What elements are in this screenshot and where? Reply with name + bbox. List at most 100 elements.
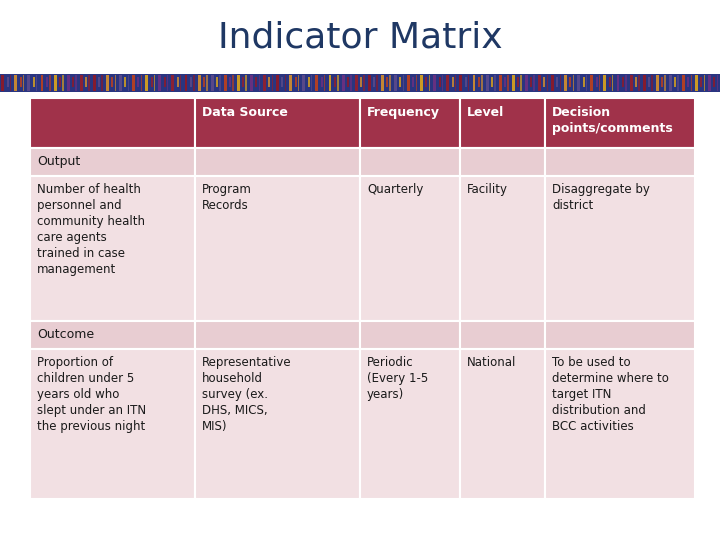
Bar (72, 77, 74, 87)
Bar (125, 77, 127, 87)
Bar (625, 75, 626, 91)
Bar (481, 75, 482, 91)
Bar (648, 77, 650, 87)
Bar (508, 75, 509, 91)
Bar (102, 75, 103, 91)
Bar (198, 75, 201, 91)
Bar (347, 77, 349, 87)
Bar (491, 77, 493, 87)
Bar (360, 98, 460, 148)
Bar (400, 77, 401, 87)
Text: Data Source: Data Source (202, 106, 288, 119)
Bar (0, 74, 720, 92)
Bar (464, 77, 467, 87)
Text: Level: Level (467, 106, 504, 119)
Bar (630, 75, 633, 91)
Bar (582, 77, 585, 87)
Text: Frequency: Frequency (367, 106, 440, 119)
Bar (289, 75, 292, 91)
Bar (703, 75, 705, 91)
Bar (572, 75, 574, 91)
Bar (30, 321, 195, 349)
Bar (612, 75, 613, 91)
Text: Facility: Facility (467, 183, 508, 196)
Bar (36, 75, 37, 91)
Bar (23, 75, 24, 91)
Bar (19, 77, 22, 87)
Bar (49, 75, 50, 91)
Bar (494, 75, 495, 91)
Bar (158, 75, 161, 91)
Bar (30, 98, 195, 148)
Bar (486, 75, 489, 91)
Bar (138, 77, 140, 87)
Bar (250, 75, 253, 91)
Bar (224, 75, 227, 91)
Text: Proportion of
children under 5
years old who
slept under an ITN
the previous nig: Proportion of children under 5 years old… (37, 356, 146, 433)
Bar (85, 77, 87, 87)
Bar (32, 77, 35, 87)
Bar (46, 77, 48, 87)
Bar (59, 77, 61, 87)
Bar (459, 75, 462, 91)
Bar (545, 349, 695, 499)
Bar (163, 77, 166, 87)
Text: National: National (467, 356, 516, 369)
Bar (150, 77, 153, 87)
Bar (570, 77, 572, 87)
Bar (695, 75, 698, 91)
Bar (93, 75, 96, 91)
Bar (652, 75, 653, 91)
Bar (521, 75, 522, 91)
Bar (678, 75, 679, 91)
Bar (415, 75, 417, 91)
Bar (350, 75, 351, 91)
Bar (190, 77, 192, 87)
Bar (364, 75, 365, 91)
Bar (360, 321, 460, 349)
Bar (360, 349, 460, 499)
Bar (551, 75, 554, 91)
Bar (504, 77, 506, 87)
Bar (708, 75, 711, 91)
Bar (114, 75, 116, 91)
Bar (355, 75, 358, 91)
Bar (324, 75, 325, 91)
Bar (284, 75, 286, 91)
Bar (701, 77, 703, 87)
Bar (30, 349, 195, 499)
Bar (360, 148, 460, 176)
Bar (538, 75, 541, 91)
Bar (119, 75, 122, 91)
Bar (220, 75, 221, 91)
Bar (603, 75, 606, 91)
Bar (167, 75, 168, 91)
Bar (307, 77, 310, 87)
Bar (6, 77, 9, 87)
Bar (438, 77, 441, 87)
Bar (661, 77, 663, 87)
Bar (373, 77, 375, 87)
Bar (451, 77, 454, 87)
Bar (442, 75, 444, 91)
Bar (14, 75, 17, 91)
Bar (386, 77, 388, 87)
Bar (472, 75, 475, 91)
Bar (193, 75, 194, 91)
Text: Decision
points/comments: Decision points/comments (552, 106, 672, 135)
Bar (460, 321, 545, 349)
Bar (517, 77, 519, 87)
Bar (282, 77, 284, 87)
Bar (716, 75, 718, 91)
Bar (233, 75, 234, 91)
Bar (67, 75, 70, 91)
Bar (460, 176, 545, 321)
Bar (586, 75, 588, 91)
Bar (89, 75, 90, 91)
Bar (271, 75, 273, 91)
Bar (145, 75, 148, 91)
Bar (302, 75, 305, 91)
Bar (643, 75, 646, 91)
Bar (545, 148, 695, 176)
Text: Output: Output (37, 156, 80, 168)
